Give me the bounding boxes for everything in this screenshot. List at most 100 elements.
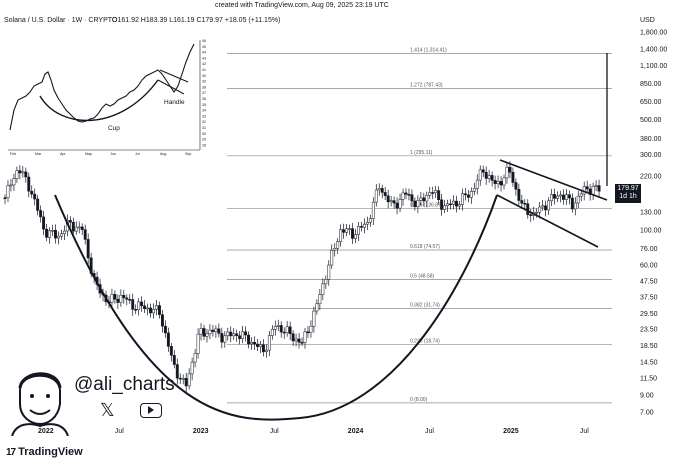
candle-body [493, 180, 497, 184]
youtube-icon[interactable] [140, 403, 162, 418]
price-tick-label: 1,800.00 [640, 30, 667, 37]
candle-body [487, 175, 491, 179]
candle-body [166, 332, 170, 347]
candle-body [582, 186, 586, 195]
candle-body [27, 176, 31, 192]
inset-price-tick: 30 [202, 132, 206, 136]
inset-cup-curve [39, 79, 159, 122]
time-tick-label: Jul [270, 428, 279, 435]
candle-body [475, 179, 479, 189]
candle-body [175, 364, 179, 379]
inset-price-tick: 37 [202, 91, 206, 95]
candle-body [330, 249, 334, 266]
author-handle[interactable]: @ali_charts [74, 374, 175, 395]
inset-price-tick: 38 [202, 85, 206, 89]
candle-body [452, 200, 455, 205]
time-tick-label: 2025 [503, 428, 519, 435]
price-tick-label: 37.50 [640, 295, 658, 302]
candle-body [270, 328, 274, 336]
candle-body [128, 299, 132, 301]
candle-body [273, 326, 277, 330]
candle-body [484, 172, 488, 179]
candle-body [443, 205, 447, 210]
candle-body [558, 194, 562, 197]
candle-body [232, 333, 236, 337]
candle-body [553, 194, 556, 199]
candle-body [401, 192, 405, 200]
candle-body [398, 199, 402, 209]
inset-time-tick: May [85, 152, 92, 156]
candle-body [318, 294, 322, 305]
fib-level-label: 0.786 (136.87) [410, 202, 443, 208]
inset-price-tick: 40 [202, 74, 206, 78]
candle-body [490, 175, 494, 181]
candle-body [288, 326, 292, 334]
candle-body [285, 326, 289, 334]
candle-body [214, 328, 218, 332]
price-tick-label: 300.00 [640, 152, 662, 159]
candle-body [208, 329, 212, 335]
tradingview-logo[interactable]: 17 TradingView [6, 446, 83, 458]
fib-level-label: 0.382 (31.74) [410, 302, 440, 308]
candle-body [567, 194, 571, 199]
currency-label: USD [640, 17, 655, 24]
price-tick-label: 18.50 [640, 343, 658, 350]
candle-body [83, 229, 87, 240]
candle-body [300, 342, 304, 344]
candle-body [449, 203, 452, 206]
candle-body [163, 325, 167, 334]
candle-body [152, 308, 155, 314]
inset-frame [3, 35, 203, 157]
watermark-created: created with TradingView.com, Aug 09, 20… [215, 2, 389, 9]
candle-body [377, 188, 381, 191]
inset-price-line [9, 43, 195, 131]
candle-body [345, 228, 349, 233]
candle-body [359, 226, 363, 228]
price-tick-label: 100.00 [640, 227, 662, 234]
candle-body [594, 185, 598, 187]
inset-time-tick: Mar [35, 152, 42, 156]
candle-body [327, 264, 331, 280]
candle-body [392, 200, 396, 204]
price-tick-label: 11.50 [640, 376, 657, 383]
last-price-tag: 179.97 1d 1h [615, 184, 641, 203]
inset-price-tick: 44 [202, 51, 206, 55]
candle-body [395, 202, 399, 209]
candle-body [62, 230, 66, 234]
candle-body [547, 200, 551, 211]
time-tick-label: Jul [425, 428, 434, 435]
candle-body [247, 334, 251, 345]
candle-body [556, 195, 559, 199]
candle-body [241, 331, 245, 339]
candle-body [514, 182, 518, 190]
candle-body [51, 229, 54, 232]
tradingview-logo-text: TradingView [18, 446, 83, 458]
candle-body [261, 344, 265, 353]
candle-body [264, 349, 268, 353]
inset-time-tick: Jun [110, 152, 116, 156]
inset-time-tick: Sep [185, 152, 191, 156]
candle-body [77, 226, 81, 229]
candle-body [193, 353, 197, 363]
inset-time-axis: Feb Mar Apr May Jun Jul Aug Sep [10, 152, 191, 156]
price-tick-label: 850.00 [640, 81, 662, 88]
candle-body [291, 333, 295, 342]
x-icon[interactable]: 𝕏 [100, 400, 115, 420]
candle-body [140, 301, 144, 307]
candle-body [220, 333, 224, 343]
inset-time-tick: Aug [160, 152, 166, 156]
inset-price-tick: 35 [202, 103, 206, 107]
candle-body [178, 377, 182, 380]
price-tick-label: 76.00 [640, 246, 658, 253]
candle-body [446, 203, 450, 206]
fib-level-label: 1 (295.11) [410, 150, 433, 156]
candle-body [365, 222, 369, 225]
inset-price-tick: 32 [202, 120, 206, 124]
candle-body [190, 361, 194, 375]
inset-cup-label: Cup [108, 125, 120, 132]
candle-body [517, 188, 521, 201]
candle-body [371, 201, 375, 219]
inset-price-tick: 33 [202, 114, 206, 118]
inset-price-tick: 31 [202, 126, 206, 130]
